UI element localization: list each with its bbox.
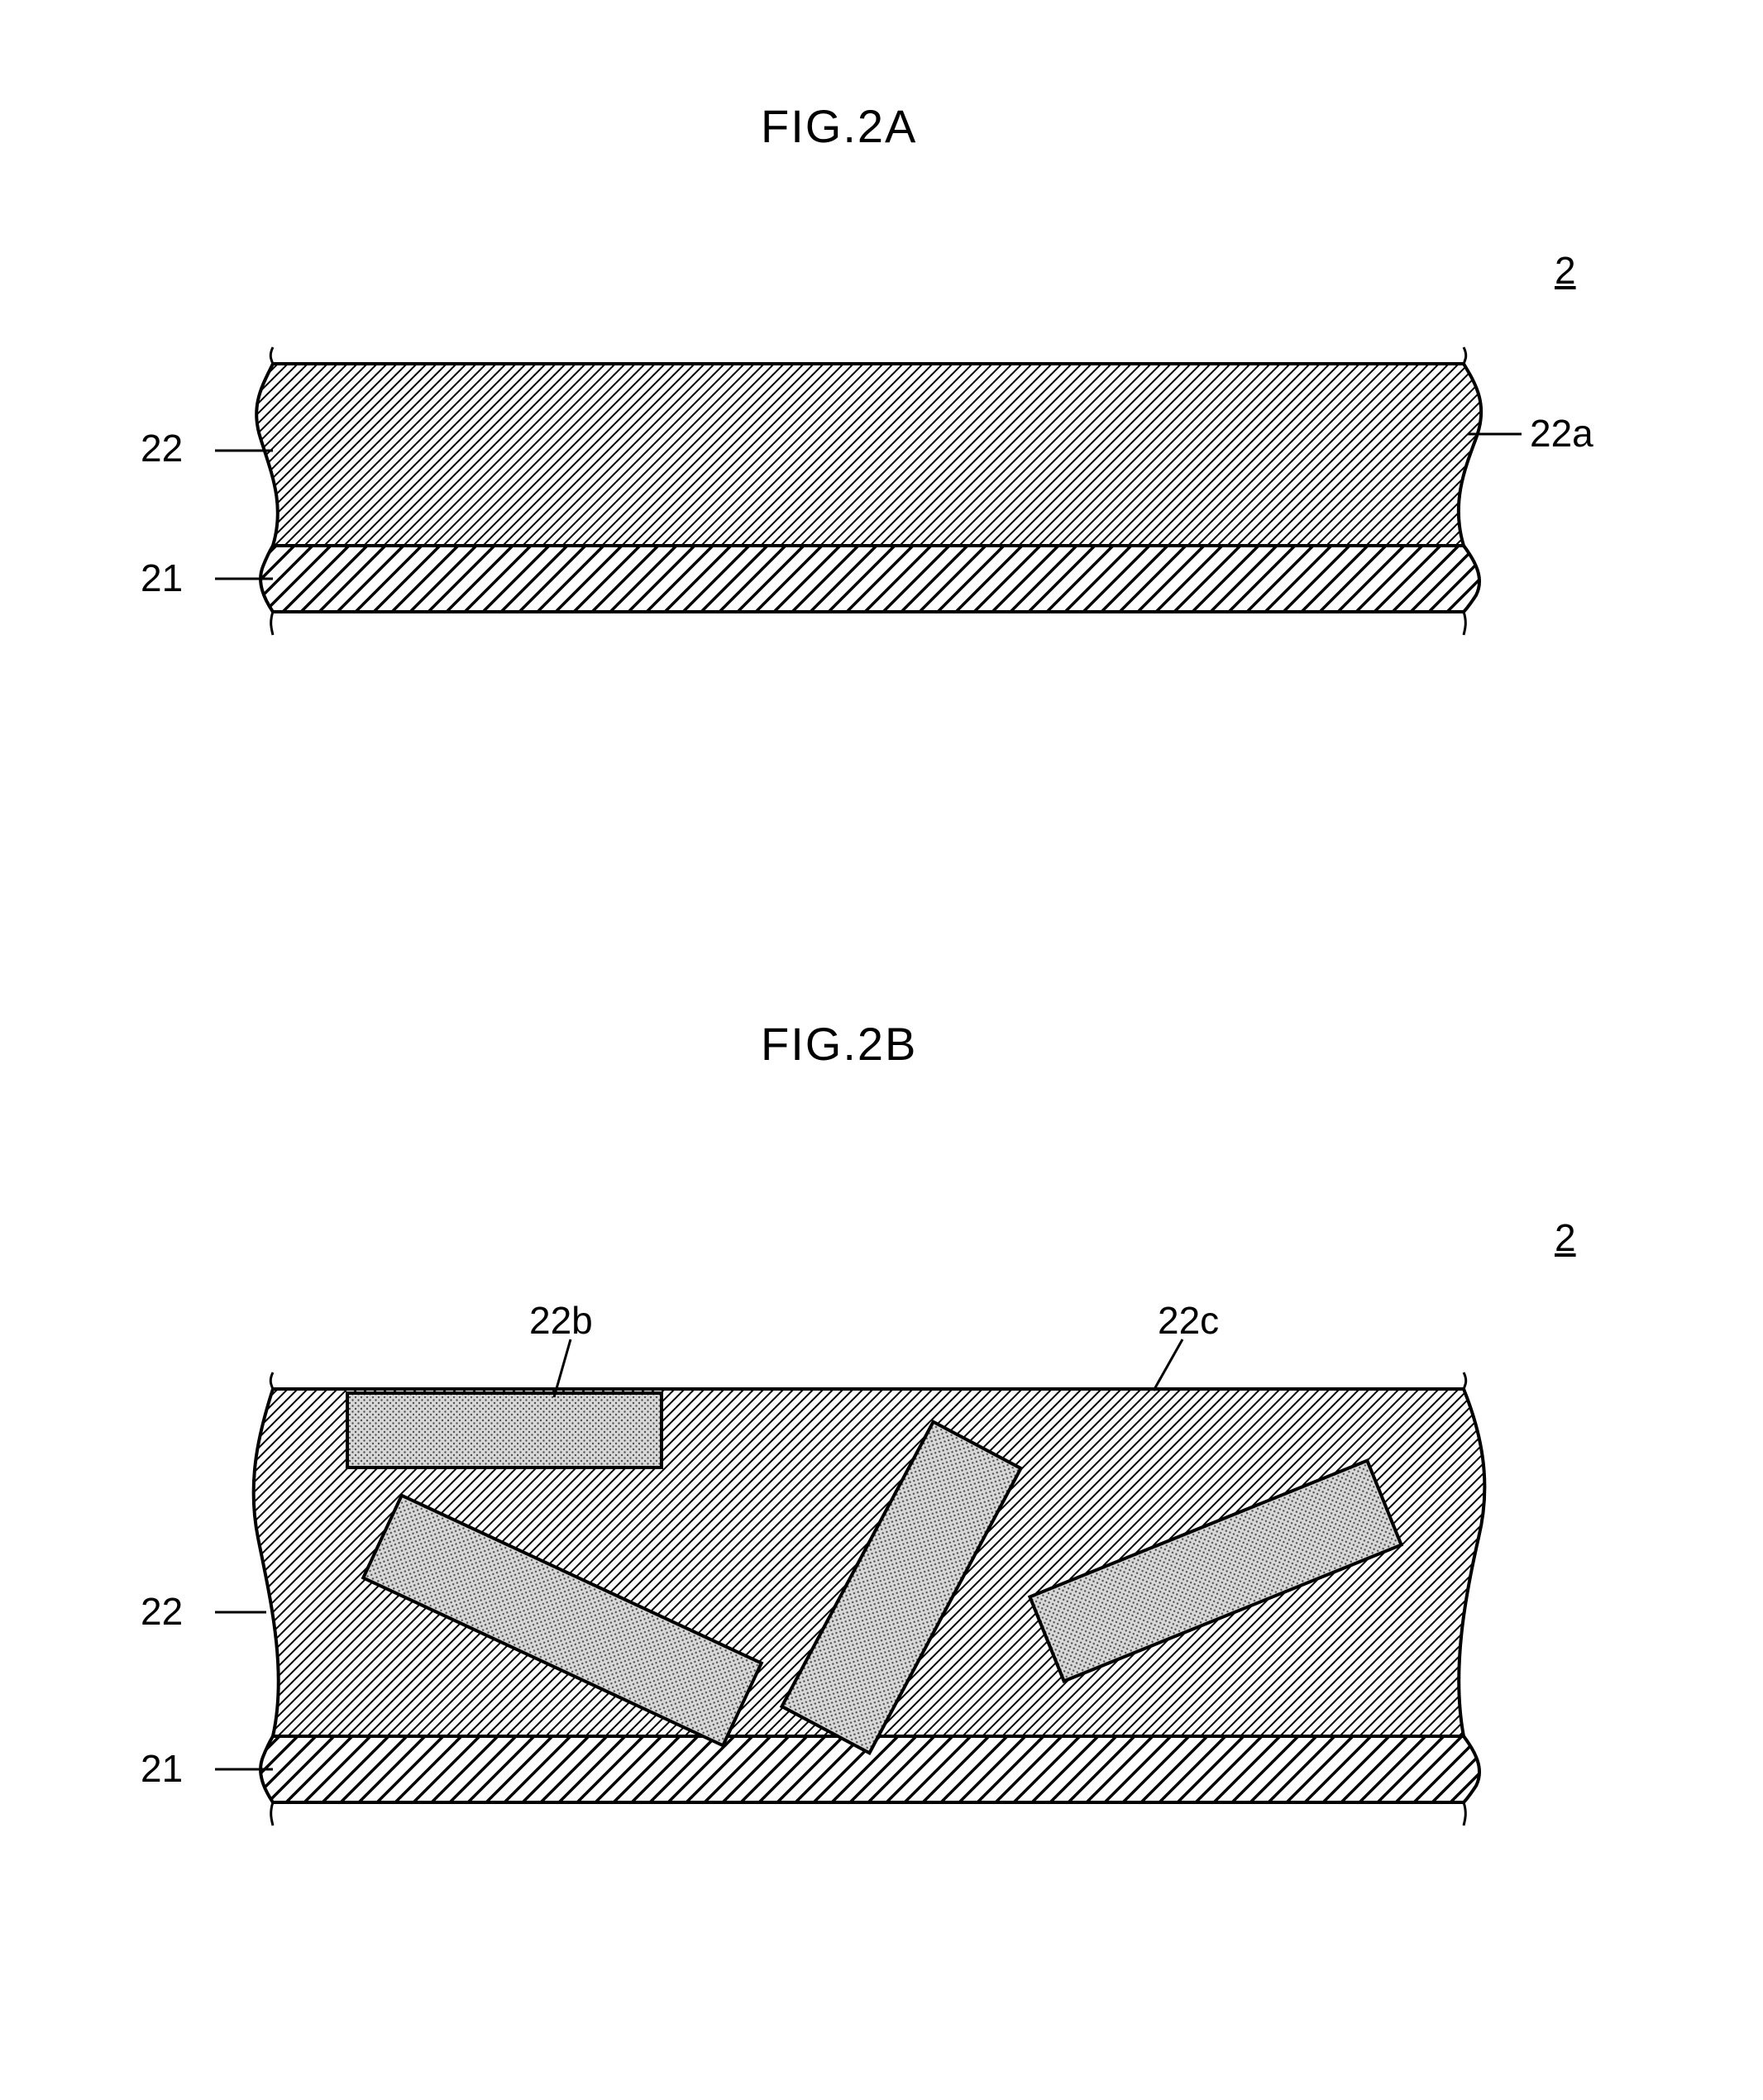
label-22a: 22a bbox=[1530, 411, 1593, 456]
layer21-fill bbox=[260, 546, 1479, 612]
label-22b: 22b bbox=[529, 1298, 593, 1343]
leader-22c bbox=[1154, 1339, 1182, 1391]
label-21-a: 21 bbox=[141, 556, 183, 600]
fig2b-svg bbox=[198, 1290, 1538, 1902]
label-21-b: 21 bbox=[141, 1746, 183, 1791]
fig2b-number: 2 bbox=[1555, 1215, 1576, 1260]
fig2b-title: FIG.2B bbox=[761, 1017, 917, 1071]
fig2a-number: 2 bbox=[1555, 248, 1576, 293]
fig2a-svg bbox=[198, 314, 1538, 694]
fig2a-title: FIG.2A bbox=[761, 99, 917, 153]
layer22-fill bbox=[256, 364, 1481, 546]
label-22-a: 22 bbox=[141, 426, 183, 470]
label-22c: 22c bbox=[1158, 1298, 1219, 1343]
rect-22b-1 bbox=[347, 1393, 662, 1468]
label-22-b: 22 bbox=[141, 1589, 183, 1634]
